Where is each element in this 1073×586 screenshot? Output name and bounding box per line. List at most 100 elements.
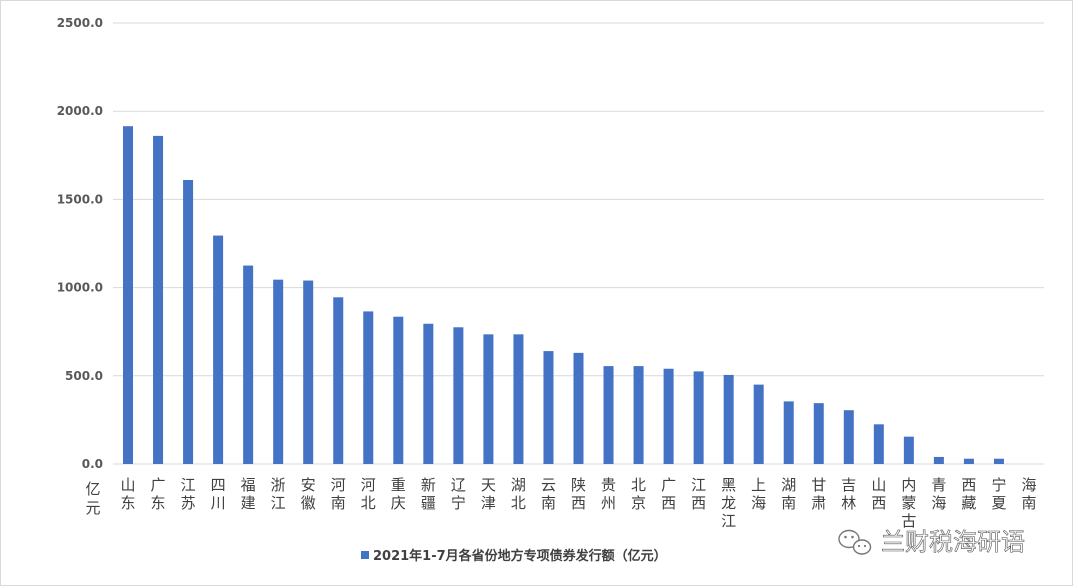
x-tick-char: 湖	[781, 476, 796, 494]
x-tick-char: 安	[301, 476, 316, 494]
x-tick-char: 广	[661, 476, 676, 494]
x-tick-char: 河	[331, 476, 346, 494]
x-tick-char: 吉	[841, 476, 856, 494]
watermark: 兰财税海研语	[838, 528, 1025, 556]
x-tick-char: 西	[571, 494, 586, 512]
x-tick-char: 山	[871, 476, 886, 494]
watermark-text: 兰财税海研语	[881, 528, 1025, 556]
x-tick-char: 福	[241, 476, 256, 494]
bar	[933, 456, 944, 464]
x-tick-char: 庆	[391, 494, 406, 512]
bar	[453, 327, 464, 464]
bar	[783, 401, 794, 464]
bar	[363, 311, 374, 464]
x-tick-char: 川	[211, 494, 226, 512]
x-tick-char: 新	[421, 476, 436, 494]
x-tick-char: 西	[961, 476, 976, 494]
bar	[303, 280, 314, 464]
x-tick-char: 山	[121, 476, 136, 494]
x-tick-label: 辽宁	[451, 476, 466, 512]
x-tick-char: 海	[751, 494, 766, 512]
x-tick-label: 陕西	[571, 476, 586, 512]
x-tick-label: 山东	[121, 476, 136, 512]
x-tick-char: 黑	[721, 476, 736, 494]
x-tick-char: 宁	[991, 476, 1006, 494]
x-tick-char: 南	[781, 494, 796, 512]
bar	[273, 279, 284, 464]
x-tick-char: 西	[661, 494, 676, 512]
x-tick-label: 广东	[151, 476, 166, 512]
x-tick-char: 重	[391, 476, 406, 494]
x-tick-label: 山西	[871, 476, 886, 512]
x-tick-char: 湖	[511, 476, 526, 494]
x-tick-char: 江	[721, 512, 736, 530]
x-tick-char: 建	[241, 494, 256, 512]
x-tick-label: 吉林	[841, 476, 856, 512]
bar	[183, 179, 194, 464]
x-tick-char: 北	[631, 476, 646, 494]
x-tick-label: 天津	[481, 476, 496, 512]
x-tick-label: 重庆	[391, 476, 406, 512]
x-tick-char: 北	[511, 494, 526, 512]
x-tick-char: 陕	[571, 476, 586, 494]
bar	[873, 424, 884, 464]
x-tick-label: 湖南	[781, 476, 796, 512]
x-tick-char: 古	[901, 512, 916, 530]
x-tick-char: 江	[691, 476, 706, 494]
bar	[393, 316, 404, 464]
x-tick-char: 东	[151, 494, 166, 512]
x-tick-label: 海南	[1021, 476, 1036, 512]
x-tick-label: 江苏	[181, 476, 196, 512]
x-tick-char: 蒙	[901, 494, 916, 512]
x-tick-label: 福建	[241, 476, 256, 512]
bar	[153, 135, 164, 464]
x-tick-char: 藏	[961, 494, 976, 512]
wechat-icon	[838, 529, 872, 555]
bar	[243, 265, 254, 464]
bar	[423, 323, 434, 464]
x-tick-char: 上	[751, 476, 766, 494]
bar	[513, 334, 524, 464]
x-tick-char: 西	[871, 494, 886, 512]
x-tick-char: 西	[691, 494, 706, 512]
x-tick-char: 江	[181, 476, 196, 494]
grid-lines	[113, 22, 1044, 465]
x-tick-char: 浙	[271, 476, 286, 494]
x-tick-char: 广	[151, 476, 166, 494]
x-tick-char: 南	[541, 494, 556, 512]
x-tick-char: 林	[841, 494, 856, 512]
x-tick-label: 西藏	[961, 476, 976, 512]
bar	[633, 366, 644, 464]
legend-swatch	[361, 551, 369, 559]
x-tick-char: 海	[931, 494, 946, 512]
bar	[693, 371, 704, 464]
bar	[813, 403, 824, 464]
x-tick-char: 云	[541, 476, 556, 494]
bar	[333, 297, 344, 464]
x-tick-char: 北	[361, 494, 376, 512]
x-tick-label: 上海	[751, 476, 766, 512]
x-tick-char: 辽	[451, 476, 466, 494]
unit-label: 亿元	[85, 480, 100, 517]
x-tick-label: 广西	[661, 476, 676, 512]
x-tick-char: 京	[631, 494, 646, 512]
y-tick-label: 0.0	[82, 457, 103, 471]
x-tick-char: 疆	[421, 494, 436, 512]
x-tick-label: 江西	[691, 476, 706, 512]
bar	[483, 334, 494, 464]
bar	[663, 368, 674, 464]
x-tick-char: 内	[901, 476, 916, 494]
x-tick-char: 肃	[811, 494, 826, 512]
x-tick-label: 四川	[211, 476, 226, 512]
x-tick-char: 四	[211, 476, 226, 494]
x-tick-label: 安徽	[301, 476, 316, 512]
bar	[213, 235, 224, 464]
x-tick-char: 河	[361, 476, 376, 494]
x-tick-char: 甘	[811, 476, 826, 494]
x-tick-label: 内蒙古	[901, 476, 916, 530]
x-tick-char: 南	[1021, 494, 1036, 512]
x-tick-label: 青海	[931, 476, 946, 512]
x-tick-char: 青	[931, 476, 946, 494]
x-tick-label: 北京	[631, 476, 646, 512]
